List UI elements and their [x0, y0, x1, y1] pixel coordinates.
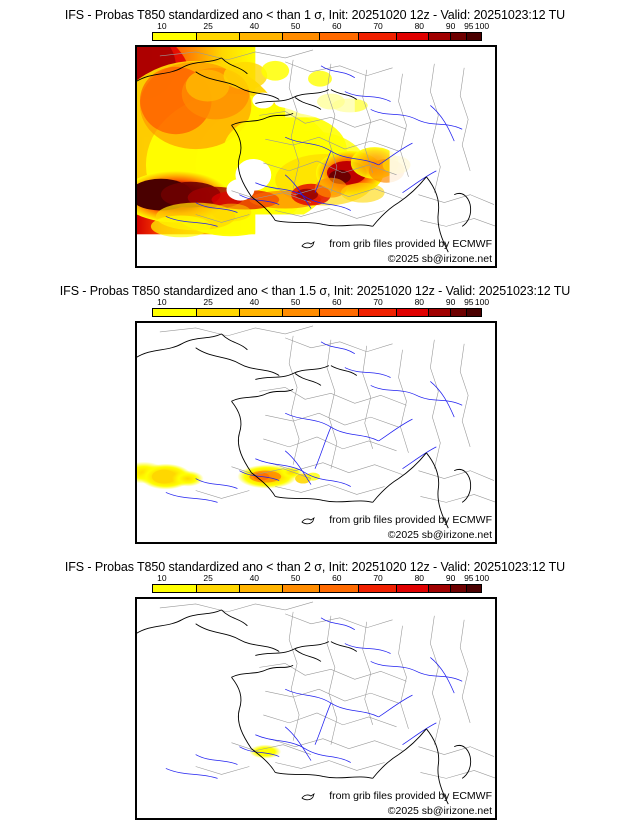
- colorbar-1: 10 25 40 50 60 70 80 90 95 100: [152, 21, 489, 42]
- credit-ecmwf-1: from grib files provided by ECMWF: [329, 238, 492, 250]
- colorbar-tick-label: 90: [445, 297, 456, 307]
- colorbar-tick-labels-2: 10 25 40 50 60 70 80 90 95 100: [152, 297, 489, 308]
- panel-title-1: IFS - Probas T850 standardized ano < tha…: [64, 8, 566, 22]
- colorbar-tick-label: 50: [290, 297, 301, 307]
- colorbar-tick-label: 70: [373, 573, 383, 583]
- panel-title-3: IFS - Probas T850 standardized ano < tha…: [64, 560, 566, 574]
- colorbar-segment: [429, 585, 452, 592]
- colorbar-tick-label: 60: [332, 21, 342, 31]
- colorbar-tick-label: 10: [157, 297, 167, 307]
- colorbar-tick-label: 95: [464, 297, 474, 307]
- colorbar-tick-label: 50: [290, 573, 301, 583]
- colorbar-gradient-1: [152, 32, 482, 41]
- colorbar-tick-labels-1: 10 25 40 50 60 70 80 90 95 100: [152, 21, 489, 32]
- colorbar-tick-label: 80: [414, 297, 425, 307]
- colorbar-segment: [396, 309, 430, 316]
- balearic-islands-icon: [301, 517, 315, 525]
- colorbar-segment: [240, 33, 283, 40]
- colorbar-segment: [359, 33, 397, 40]
- credit-ecmwf-2: from grib files provided by ECMWF: [329, 514, 492, 526]
- colorbar-tick-label: 95: [464, 21, 474, 31]
- colorbar-segment: [466, 33, 481, 40]
- colorbar-segment: [396, 33, 430, 40]
- colorbar-tick-label: 60: [332, 297, 342, 307]
- colorbar-tick-label: 100: [474, 573, 490, 583]
- credit-ecmwf-3: from grib files provided by ECMWF: [329, 790, 492, 802]
- map-panel-3: IFS - Probas T850 standardized ano < tha…: [0, 552, 630, 828]
- colorbar-tick-label: 100: [474, 297, 490, 307]
- colorbar-segment: [359, 309, 397, 316]
- colorbar-tick-label: 50: [290, 21, 301, 31]
- colorbar-tick-label: 95: [464, 573, 474, 583]
- colorbar-tick-label: 60: [332, 573, 342, 583]
- colorbar-segment: [282, 33, 321, 40]
- colorbar-2: 10 25 40 50 60 70 80 90 95 100: [152, 297, 489, 318]
- map-panel-1: IFS - Probas T850 standardized ano < tha…: [0, 0, 630, 276]
- colorbar-gradient-3: [152, 584, 482, 593]
- credit-copyright-3: ©2025 sb@irizone.net: [387, 805, 492, 817]
- colorbar-gradient-2: [152, 308, 482, 317]
- colorbar-tick-label: 100: [474, 21, 490, 31]
- colorbar-tick-label: 40: [249, 573, 260, 583]
- colorbar-tick-label: 10: [157, 21, 167, 31]
- colorbar-segment: [451, 33, 467, 40]
- colorbar-segment: [196, 309, 241, 316]
- colorbar-segment: [396, 585, 430, 592]
- credit-copyright-1: ©2025 sb@irizone.net: [387, 253, 492, 265]
- map-graphic-1: [136, 46, 496, 267]
- colorbar-tick-label: 90: [445, 21, 456, 31]
- colorbar-segment: [196, 33, 241, 40]
- credit-copyright-2: ©2025 sb@irizone.net: [387, 529, 492, 541]
- colorbar-segment: [153, 33, 197, 40]
- colorbar-tick-label: 70: [373, 297, 383, 307]
- colorbar-3: 10 25 40 50 60 70 80 90 95 100: [152, 573, 489, 594]
- colorbar-tick-label: 70: [373, 21, 383, 31]
- panel-title-2: IFS - Probas T850 standardized ano < tha…: [59, 284, 571, 298]
- colorbar-segment: [153, 585, 197, 592]
- colorbar-tick-label: 80: [414, 21, 425, 31]
- balearic-islands-icon: [301, 241, 315, 249]
- map-frame-2[interactable]: from grib files provided by ECMWF ©2025 …: [135, 321, 497, 544]
- colorbar-segment: [451, 585, 467, 592]
- colorbar-segment: [451, 309, 467, 316]
- colorbar-segment: [429, 309, 452, 316]
- map-graphic-2: [136, 322, 496, 543]
- colorbar-segment: [320, 33, 360, 40]
- colorbar-tick-label: 10: [157, 573, 167, 583]
- colorbar-tick-label: 25: [203, 297, 213, 307]
- map-frame-3[interactable]: from grib files provided by ECMWF ©2025 …: [135, 597, 497, 820]
- map-frame-1[interactable]: from grib files provided by ECMWF ©2025 …: [135, 45, 497, 268]
- colorbar-tick-label: 80: [414, 573, 425, 583]
- colorbar-segment: [240, 309, 283, 316]
- colorbar-segment: [320, 585, 360, 592]
- balearic-islands-icon: [301, 793, 315, 801]
- colorbar-segment: [320, 309, 360, 316]
- colorbar-segment: [240, 585, 283, 592]
- colorbar-segment: [466, 585, 481, 592]
- colorbar-tick-labels-3: 10 25 40 50 60 70 80 90 95 100: [152, 573, 489, 584]
- colorbar-tick-label: 40: [249, 21, 260, 31]
- colorbar-tick-label: 90: [445, 573, 456, 583]
- colorbar-segment: [429, 33, 452, 40]
- colorbar-segment: [282, 585, 321, 592]
- colorbar-segment: [153, 309, 197, 316]
- colorbar-segment: [359, 585, 397, 592]
- colorbar-tick-label: 40: [249, 297, 260, 307]
- colorbar-tick-label: 25: [203, 21, 213, 31]
- colorbar-tick-label: 25: [203, 573, 213, 583]
- colorbar-segment: [282, 309, 321, 316]
- map-graphic-3: [136, 598, 496, 819]
- map-panel-2: IFS - Probas T850 standardized ano < tha…: [0, 276, 630, 552]
- colorbar-segment: [466, 309, 481, 316]
- colorbar-segment: [196, 585, 241, 592]
